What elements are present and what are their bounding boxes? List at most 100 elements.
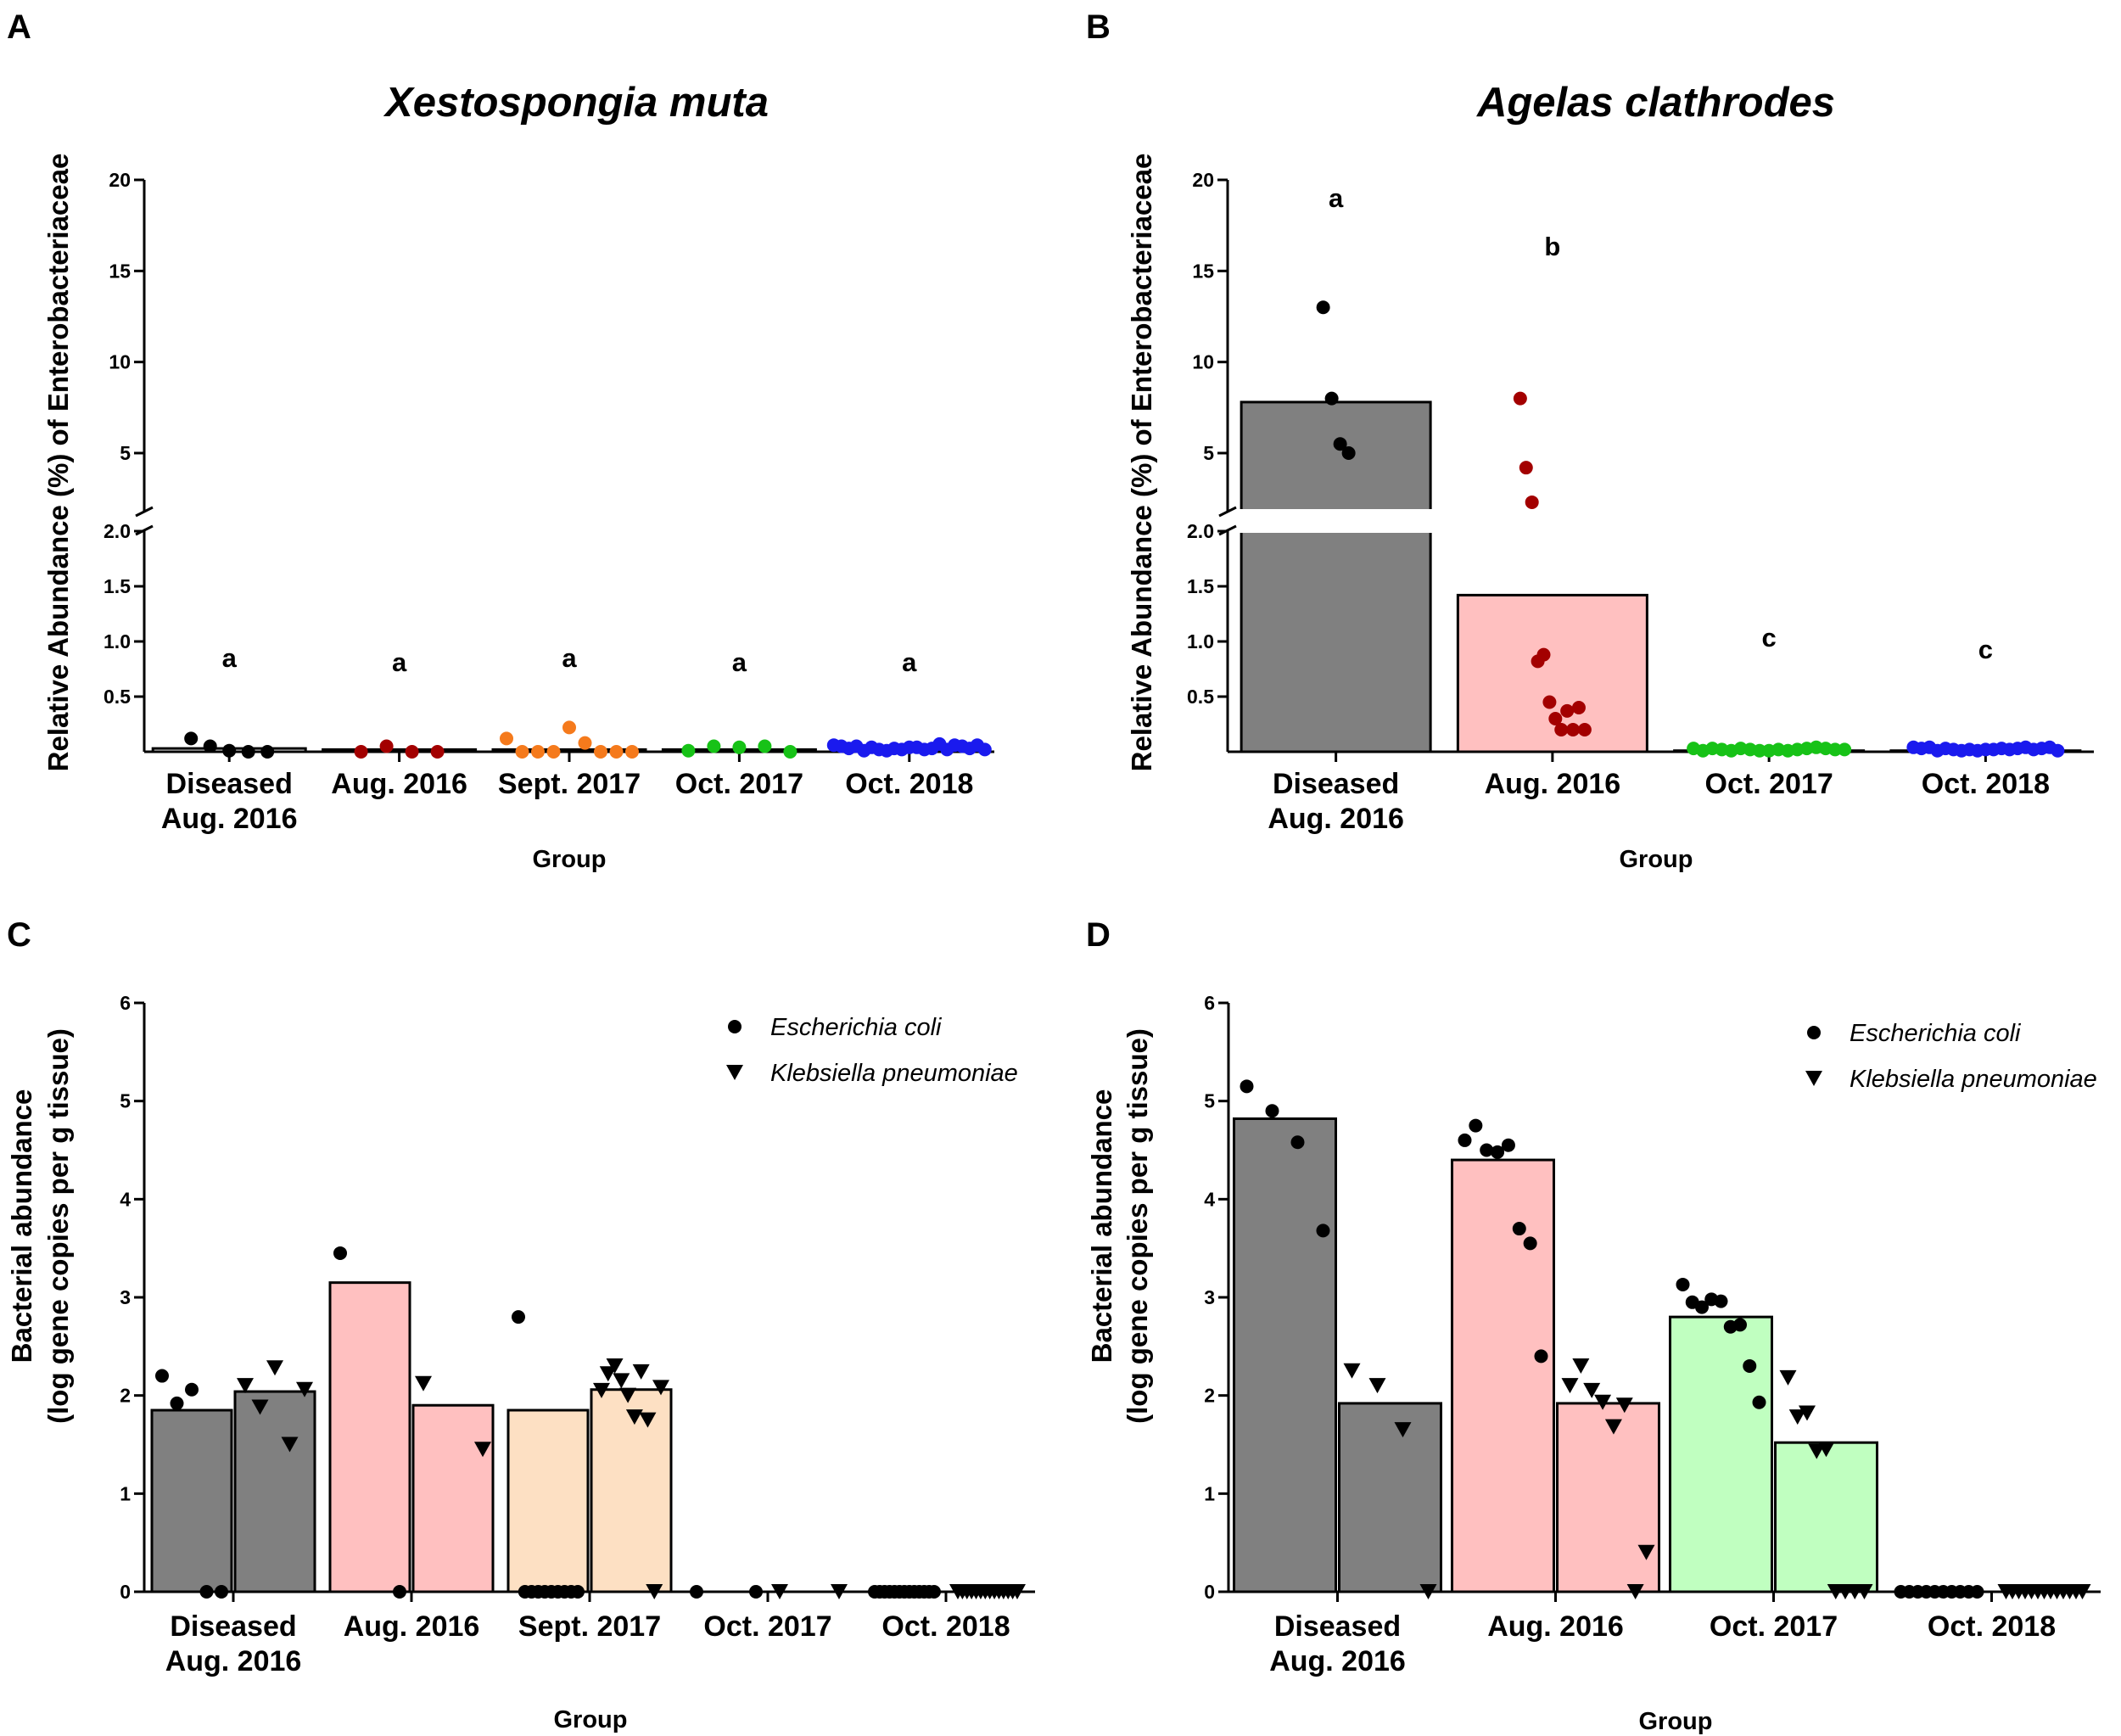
data-point bbox=[1536, 647, 1551, 662]
panel-d: Bacterial abundance (log gene copies per… bbox=[1086, 992, 2101, 1735]
data-point bbox=[1577, 723, 1592, 736]
panel-label-d: D bbox=[1086, 916, 1111, 954]
data-point-ecoli bbox=[1458, 1133, 1472, 1147]
data-point bbox=[1566, 723, 1581, 736]
data-point-kpneumoniae bbox=[474, 1442, 491, 1458]
axis-break-gap bbox=[141, 509, 998, 533]
data-point bbox=[203, 739, 217, 753]
data-point-ecoli bbox=[1752, 1395, 1766, 1409]
data-point bbox=[546, 745, 561, 759]
data-point-kpneumoniae bbox=[1788, 1409, 1806, 1425]
y-tick-label: 1.5 bbox=[1187, 575, 1214, 597]
y-tick-label: 5 bbox=[120, 1090, 131, 1112]
data-point-ecoli bbox=[155, 1369, 169, 1383]
data-point-ecoli bbox=[1733, 1318, 1747, 1332]
data-point-kpneumoniae bbox=[1572, 1358, 1590, 1374]
data-point bbox=[1316, 300, 1330, 315]
significance-letter: a bbox=[732, 647, 747, 677]
y-tick-label: 3 bbox=[1204, 1286, 1215, 1308]
data-point bbox=[1341, 446, 1356, 460]
data-point-kpneumoniae bbox=[1637, 1544, 1655, 1560]
bar-2 bbox=[1456, 593, 1648, 753]
category-label: Aug. 2016 bbox=[165, 1645, 302, 1677]
legend: Escherichia coli Klebsiella pneumoniae bbox=[1805, 1020, 2097, 1093]
y-axis-label-line2: (log gene copies per g tissue) bbox=[1122, 1028, 1153, 1424]
data-point-ecoli bbox=[1695, 1300, 1709, 1314]
bar-ecoli bbox=[150, 1408, 233, 1593]
bar-kpneumoniae bbox=[1338, 1402, 1442, 1593]
data-point bbox=[1753, 743, 1766, 758]
bar-kpneumoniae bbox=[590, 1388, 673, 1593]
data-point-ecoli bbox=[1480, 1143, 1494, 1157]
significance-letter: a bbox=[562, 643, 577, 673]
panel-c: Bacterial abundance (log gene copies per… bbox=[6, 992, 1035, 1733]
data-point-kpneumoniae bbox=[632, 1364, 650, 1380]
legend-label-ecoli: Escherichia coli bbox=[1850, 1020, 2022, 1047]
data-point bbox=[354, 745, 368, 759]
x-axis-label: Group bbox=[533, 846, 607, 873]
panel-b: Agelas clathrodes Relative Abundance (%)… bbox=[1126, 80, 2097, 873]
y-tick-label: 15 bbox=[1192, 260, 1214, 282]
break-mark bbox=[135, 506, 154, 518]
data-point bbox=[783, 745, 797, 759]
data-point bbox=[578, 736, 592, 750]
data-point bbox=[531, 745, 545, 759]
y-tick-label: 6 bbox=[1204, 992, 1215, 1014]
y-tick-label: 0.5 bbox=[104, 686, 131, 708]
panel-label-b: B bbox=[1086, 8, 1111, 46]
data-point-kpneumoniae bbox=[1368, 1378, 1386, 1394]
data-point-kpneumoniae bbox=[606, 1358, 624, 1374]
data-point-ecoli bbox=[1534, 1349, 1548, 1364]
x-axis-label: Group bbox=[554, 1706, 628, 1733]
category-label: Diseased bbox=[1274, 1610, 1401, 1643]
data-point-ecoli bbox=[1240, 1079, 1254, 1094]
data-point-kpneumoniae bbox=[599, 1366, 617, 1382]
category-label: Aug. 2016 bbox=[1487, 1610, 1624, 1643]
category-label: Aug. 2016 bbox=[1485, 768, 1621, 800]
bar-ecoli bbox=[1669, 1315, 1773, 1593]
category-label: Oct. 2018 bbox=[845, 768, 973, 800]
data-point-ecoli bbox=[1512, 1222, 1526, 1236]
legend-label-ecoli: Escherichia coli bbox=[770, 1014, 943, 1041]
y-axis-label-line1: Bacterial abundance bbox=[6, 1089, 37, 1364]
bar-kpneumoniae bbox=[233, 1390, 316, 1593]
data-point bbox=[1513, 391, 1527, 406]
data-point bbox=[1525, 495, 1539, 509]
data-point-ecoli bbox=[1265, 1104, 1279, 1118]
data-point-kpneumoniae bbox=[415, 1375, 432, 1392]
bar-ecoli bbox=[506, 1408, 590, 1593]
data-point bbox=[1571, 701, 1586, 714]
data-point bbox=[707, 739, 721, 753]
legend-label-kpneumoniae: Klebsiella pneumoniae bbox=[1850, 1066, 2097, 1093]
category-label: Oct. 2017 bbox=[1710, 1610, 1838, 1643]
x-axis-label: Group bbox=[1620, 846, 1693, 873]
panel-a: Xestospongia muta Relative Abundance (%)… bbox=[42, 80, 998, 873]
legend-marker-triangle bbox=[726, 1065, 743, 1080]
data-point bbox=[515, 745, 529, 759]
data-point bbox=[1324, 391, 1339, 406]
significance-letter: a bbox=[222, 643, 238, 673]
category-label: Aug. 2016 bbox=[344, 1610, 480, 1643]
y-tick-label: 4 bbox=[120, 1188, 131, 1210]
category-label: Aug. 2016 bbox=[161, 803, 298, 835]
data-point-kpneumoniae bbox=[281, 1436, 299, 1453]
data-point-ecoli bbox=[1491, 1145, 1505, 1159]
y-tick-label: 6 bbox=[120, 992, 131, 1014]
data-point-ecoli bbox=[333, 1246, 347, 1260]
data-point bbox=[2051, 743, 2065, 758]
data-point bbox=[241, 745, 255, 759]
category-label: Aug. 2016 bbox=[1268, 803, 1404, 835]
y-tick-label: 5 bbox=[1204, 1090, 1215, 1112]
y-tick-label: 20 bbox=[1192, 169, 1214, 191]
bar-ecoli bbox=[328, 1281, 411, 1593]
data-point-kpneumoniae bbox=[251, 1399, 269, 1415]
y-tick-label: 1 bbox=[120, 1482, 131, 1504]
data-point bbox=[405, 745, 419, 759]
y-axis-label-line1: Bacterial abundance bbox=[1086, 1089, 1117, 1364]
category-label: Aug. 2016 bbox=[331, 768, 467, 800]
data-point bbox=[681, 743, 696, 758]
bar-ecoli bbox=[1233, 1117, 1337, 1593]
data-point-ecoli bbox=[512, 1310, 525, 1324]
